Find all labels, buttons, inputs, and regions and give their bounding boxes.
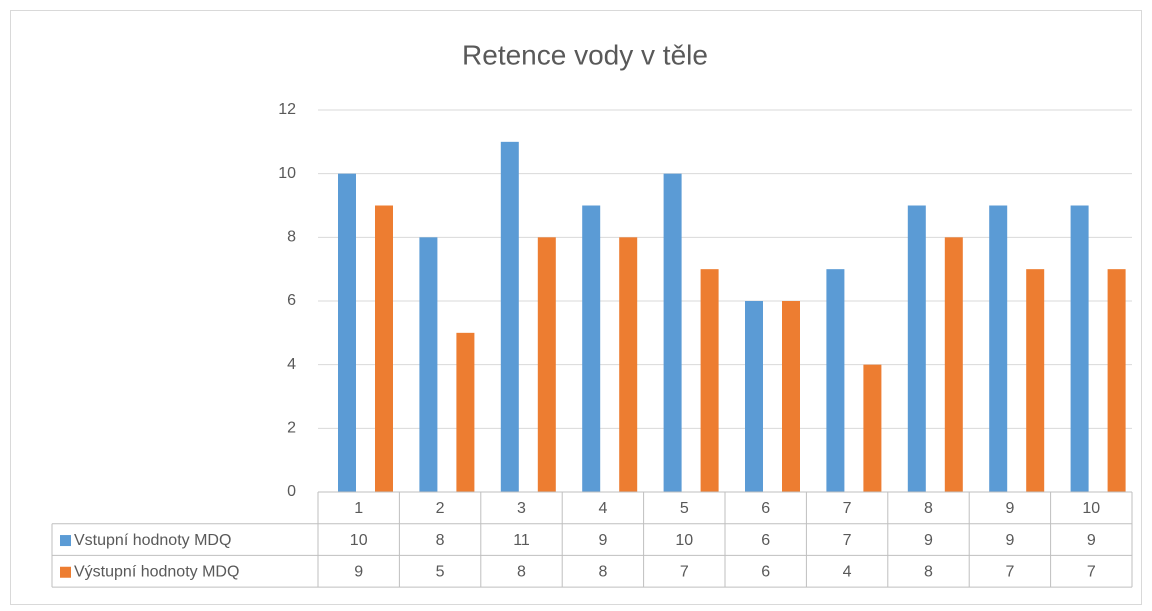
bar: [419, 237, 438, 492]
x-tick-label: 3: [517, 500, 526, 517]
bar: [1070, 205, 1089, 492]
bar: [663, 173, 682, 492]
table-value: 5: [436, 563, 445, 580]
table-value: 10: [350, 532, 368, 549]
legend-label: Výstupní hodnoty MDQ: [74, 563, 239, 580]
bar: [745, 301, 763, 492]
table-value: 4: [843, 563, 852, 580]
table-value: 7: [1005, 563, 1014, 580]
bar: [863, 364, 882, 492]
table-value: 8: [598, 563, 607, 580]
x-tick-label: 1: [354, 500, 363, 517]
legend-key: [60, 566, 71, 578]
y-tick-label: 2: [287, 420, 296, 437]
x-tick-label: 2: [436, 500, 445, 517]
bar: [619, 237, 638, 492]
x-tick-label: 5: [680, 500, 689, 517]
bar: [1107, 269, 1126, 492]
bar: [1026, 269, 1045, 492]
x-tick-label: 7: [843, 500, 852, 517]
y-tick-label: 6: [287, 292, 296, 309]
y-tick-label: 0: [287, 483, 296, 500]
table-value: 9: [1087, 532, 1096, 549]
table-value: 7: [1087, 563, 1096, 580]
chart-border: [10, 10, 1142, 605]
table-value: 9: [598, 532, 607, 549]
y-tick-label: 8: [287, 229, 296, 246]
bar: [500, 141, 519, 493]
table-value: 6: [761, 532, 770, 549]
x-tick-label: 10: [1082, 500, 1100, 517]
table-value: 8: [924, 563, 933, 580]
bar: [907, 205, 926, 492]
bar: [826, 269, 845, 492]
y-tick-label: 12: [278, 101, 296, 118]
table-value: 11: [513, 532, 530, 549]
table-value: 10: [675, 532, 693, 549]
table-value: 8: [517, 563, 526, 580]
bar: [944, 237, 963, 492]
legend-label: Vstupní hodnoty MDQ: [74, 532, 231, 549]
bar: [537, 237, 556, 492]
table-value: 9: [1005, 532, 1014, 549]
chart-title: Retence vody v těle: [462, 39, 708, 70]
x-tick-label: 8: [924, 500, 933, 517]
bar: [582, 205, 601, 492]
bar: [989, 205, 1008, 492]
x-tick-label: 9: [1005, 500, 1014, 517]
legend-key: [60, 535, 71, 547]
table-value: 7: [680, 563, 689, 580]
x-tick-label: 4: [598, 500, 607, 517]
table-value: 6: [761, 563, 770, 580]
table-value: 7: [843, 532, 852, 549]
table-value: 9: [924, 532, 933, 549]
bar: [782, 301, 800, 492]
y-tick-label: 10: [278, 165, 296, 182]
x-tick-label: 6: [761, 500, 770, 517]
bar: [338, 173, 356, 492]
table-value: 8: [436, 532, 445, 549]
table-value: 9: [354, 563, 363, 580]
bar: [456, 332, 475, 492]
bar: [375, 205, 393, 492]
bar: [700, 269, 719, 492]
y-tick-label: 4: [287, 356, 296, 373]
